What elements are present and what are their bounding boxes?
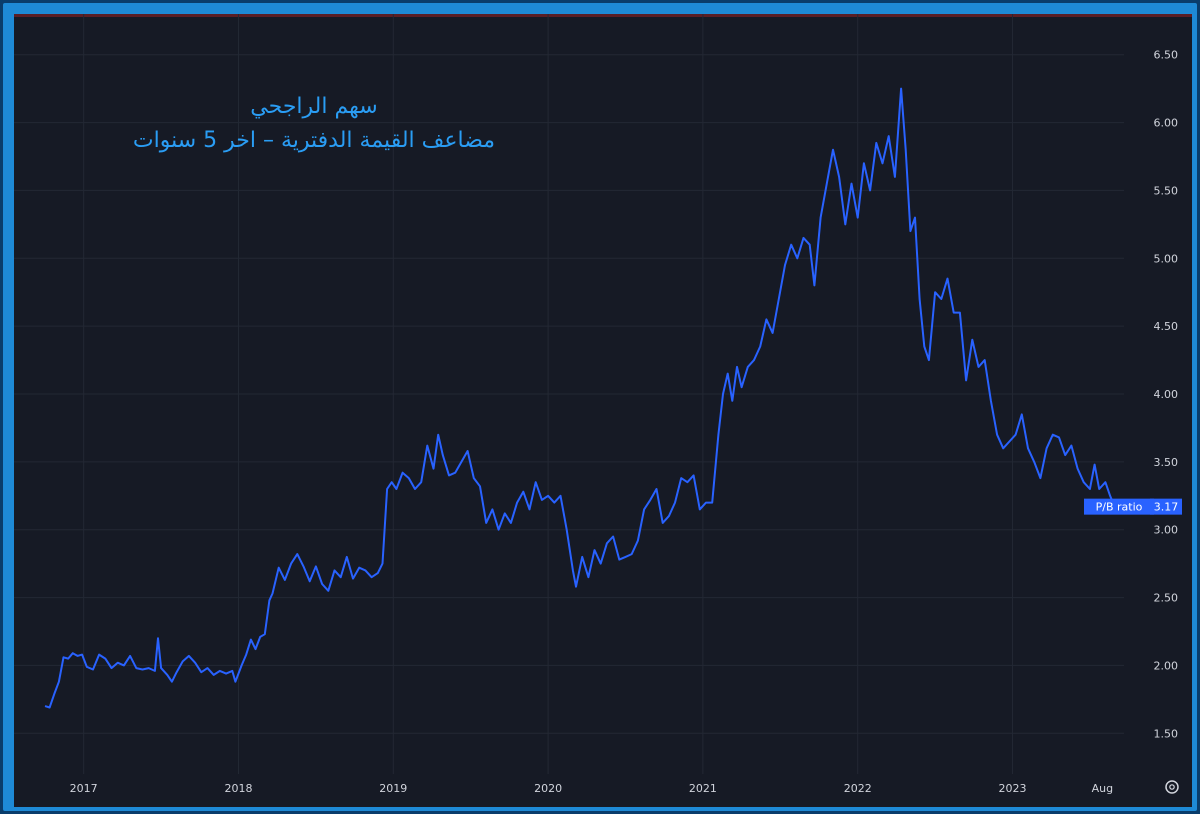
x-tick-label: 2023 <box>999 782 1027 795</box>
y-tick-label: 6.50 <box>1154 49 1179 62</box>
x-tick-label: 2018 <box>224 782 252 795</box>
x-tick-label: 2021 <box>689 782 717 795</box>
x-tick-label: 2019 <box>379 782 407 795</box>
x-tick-label: 2020 <box>534 782 562 795</box>
y-tick-label: 2.00 <box>1154 659 1179 672</box>
price-chart[interactable]: 1.50 2.00 2.50 3.00 3.50 4.00 4.50 5.00 5.50 6.00… <box>14 14 1192 807</box>
series-line[interactable] <box>44 87 1116 709</box>
x-tick-label: 2017 <box>70 782 98 795</box>
last-value-badge <box>1150 498 1182 515</box>
y-tick-label: 4.00 <box>1154 388 1179 401</box>
y-tick-label: 1.50 <box>1154 727 1179 740</box>
y-tick-label: 4.50 <box>1154 320 1179 333</box>
chart-frame: 1.50 2.00 2.50 3.00 3.50 4.00 4.50 5.00 5.50 6.00… <box>3 3 1197 811</box>
y-tick-label: 3.50 <box>1154 456 1179 469</box>
chart-subtitle: مضاعف القيمة الدفترية – اخر 5 سنوات <box>133 128 495 153</box>
top-strip <box>14 14 1192 17</box>
y-tick-label: 2.50 <box>1154 592 1179 605</box>
gear-icon[interactable] <box>1165 780 1179 794</box>
chart-title: سهم الراجحي <box>250 94 377 119</box>
x-tick-label: Aug <box>1092 782 1113 795</box>
chart-panel[interactable]: 1.50 2.00 2.50 3.00 3.50 4.00 4.50 5.00 5.50 6.00… <box>14 14 1192 807</box>
series-name-label: P/B ratio <box>1096 501 1143 514</box>
x-tick-label: 2022 <box>844 782 872 795</box>
last-value-label: 3.17 <box>1154 501 1179 514</box>
y-tick-label: 5.00 <box>1154 252 1179 265</box>
series-name-badge <box>1084 498 1154 515</box>
y-tick-label: 6.00 <box>1154 117 1179 130</box>
y-tick-label: 3.00 <box>1154 524 1179 537</box>
y-tick-label: 5.50 <box>1154 184 1179 197</box>
